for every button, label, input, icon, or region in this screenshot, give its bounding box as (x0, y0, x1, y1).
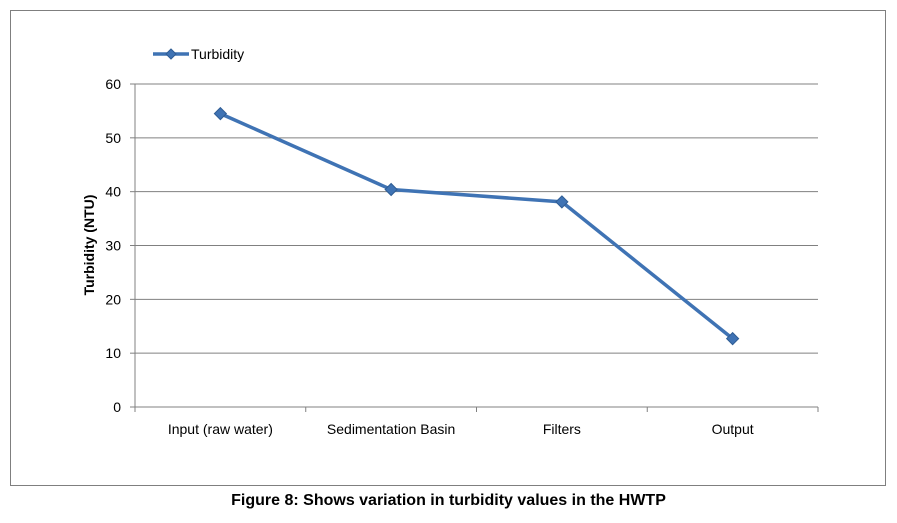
data-point-marker (555, 195, 569, 209)
y-tick-label: 60 (105, 76, 121, 92)
data-point-marker (725, 331, 740, 346)
x-tick-labels: Input (raw water) Sedimentation Basin Filt… (168, 421, 754, 437)
y-tick-label: 10 (105, 345, 121, 361)
series (213, 106, 740, 346)
axes (130, 83, 819, 412)
x-tick-label: Filters (543, 421, 581, 437)
legend-label: Turbidity (191, 46, 244, 62)
figure-caption: Figure 8: Shows variation in turbidity v… (231, 492, 666, 509)
series-line-turbidity (219, 112, 734, 340)
legend: Turbidity (153, 46, 244, 62)
y-tick-label: 20 (105, 291, 121, 307)
y-tick-label: 30 (105, 238, 121, 254)
legend-marker (165, 48, 177, 60)
y-axis-title: Turbidity (NTU) (81, 195, 97, 296)
y-tick-label: 40 (105, 184, 121, 200)
y-tick-label: 0 (113, 399, 121, 415)
data-point-marker (384, 182, 398, 197)
y-tick-label: 50 (105, 130, 121, 146)
x-tick-label: Sedimentation Basin (327, 421, 455, 437)
y-tick-labels: 0 10 20 30 40 50 60 (105, 76, 121, 415)
data-point-marker (213, 106, 228, 121)
x-tick-label: Input (raw water) (168, 421, 273, 437)
x-tick-label: Output (712, 421, 754, 437)
gridlines (135, 83, 818, 354)
